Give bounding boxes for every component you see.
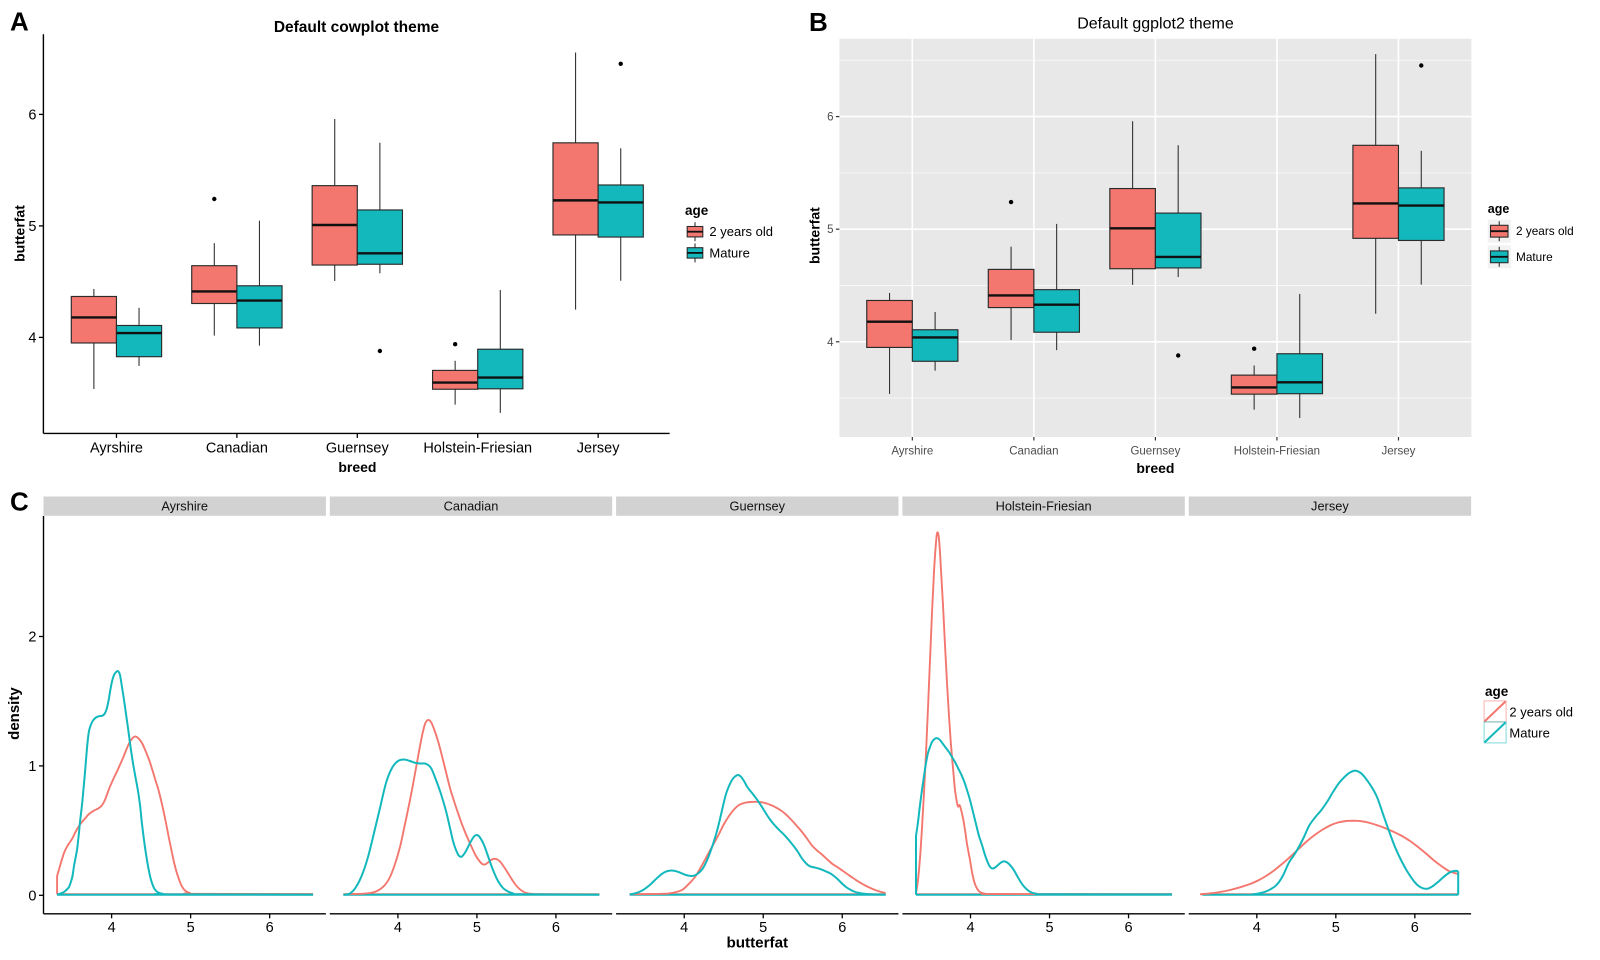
svg-text:breed: breed <box>338 459 376 475</box>
svg-text:4: 4 <box>1253 920 1261 936</box>
svg-text:age: age <box>1488 202 1510 216</box>
svg-text:2 years old: 2 years old <box>1516 224 1574 238</box>
svg-text:6: 6 <box>266 920 274 936</box>
svg-text:butterfat: butterfat <box>807 207 823 264</box>
svg-text:4: 4 <box>680 920 688 936</box>
svg-text:Default cowplot theme: Default cowplot theme <box>274 19 440 36</box>
svg-text:Holstein-Friesian: Holstein-Friesian <box>1234 446 1320 458</box>
svg-text:A: A <box>10 7 29 37</box>
svg-text:Holstein-Friesian: Holstein-Friesian <box>996 499 1092 514</box>
svg-text:butterfat: butterfat <box>12 205 28 262</box>
svg-text:5: 5 <box>827 224 833 236</box>
svg-text:6: 6 <box>28 107 36 123</box>
svg-text:2 years old: 2 years old <box>709 224 773 239</box>
svg-text:Canadian: Canadian <box>1009 446 1058 458</box>
svg-text:Ayrshire: Ayrshire <box>161 499 208 514</box>
svg-text:6: 6 <box>1411 920 1419 936</box>
svg-text:2 years old: 2 years old <box>1509 705 1573 720</box>
svg-text:6: 6 <box>552 920 560 936</box>
svg-text:4: 4 <box>966 920 974 936</box>
svg-text:Guernsey: Guernsey <box>1130 446 1180 458</box>
svg-text:B: B <box>809 7 828 37</box>
svg-text:Jersey: Jersey <box>1311 499 1349 514</box>
svg-text:breed: breed <box>1136 460 1174 476</box>
svg-text:0: 0 <box>28 888 36 904</box>
svg-text:5: 5 <box>1045 920 1053 936</box>
svg-text:6: 6 <box>827 112 833 124</box>
svg-text:5: 5 <box>473 920 481 936</box>
svg-text:1: 1 <box>28 759 36 775</box>
svg-text:5: 5 <box>759 920 767 936</box>
svg-text:5: 5 <box>1332 920 1340 936</box>
svg-text:4: 4 <box>827 337 834 349</box>
svg-text:Canadian: Canadian <box>206 441 268 457</box>
svg-text:6: 6 <box>1125 920 1133 936</box>
svg-text:Jersey: Jersey <box>1382 446 1416 458</box>
svg-text:4: 4 <box>28 330 36 346</box>
svg-text:Default ggplot2 theme: Default ggplot2 theme <box>1077 16 1234 33</box>
svg-text:Mature: Mature <box>1516 250 1553 264</box>
svg-text:Guernsey: Guernsey <box>326 441 390 457</box>
svg-text:Ayrshire: Ayrshire <box>891 446 933 458</box>
svg-text:Ayrshire: Ayrshire <box>90 441 143 457</box>
svg-text:C: C <box>10 487 29 517</box>
svg-text:Canadian: Canadian <box>444 499 499 514</box>
svg-text:2: 2 <box>28 630 36 646</box>
svg-text:6: 6 <box>838 920 846 936</box>
svg-text:butterfat: butterfat <box>727 935 789 952</box>
svg-text:Jersey: Jersey <box>577 441 620 457</box>
svg-text:5: 5 <box>187 920 195 936</box>
svg-text:Mature: Mature <box>709 245 749 260</box>
svg-text:4: 4 <box>394 920 402 936</box>
svg-text:age: age <box>685 203 709 218</box>
svg-text:Guernsey: Guernsey <box>730 499 786 514</box>
svg-text:age: age <box>1485 684 1509 699</box>
svg-text:5: 5 <box>28 219 36 235</box>
svg-text:Holstein-Friesian: Holstein-Friesian <box>423 441 532 457</box>
svg-text:Mature: Mature <box>1509 726 1549 741</box>
svg-text:density: density <box>6 687 23 740</box>
svg-text:4: 4 <box>108 920 116 936</box>
